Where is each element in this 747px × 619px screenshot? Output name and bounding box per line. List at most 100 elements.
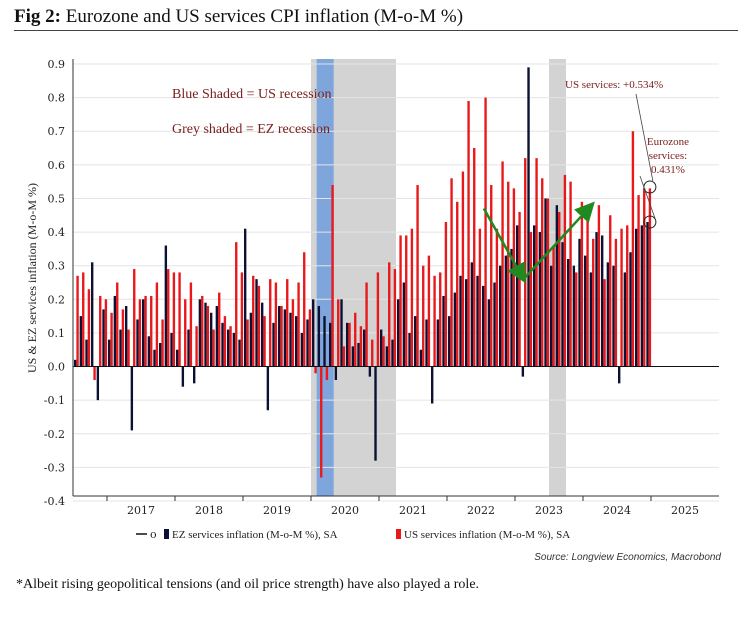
ez-bar bbox=[487, 299, 491, 367]
ez-last-note-line3: 0.431% bbox=[651, 164, 685, 176]
us-bar bbox=[490, 185, 493, 367]
us-bar bbox=[433, 275, 436, 367]
ez-bar bbox=[334, 366, 338, 380]
chart-source: Source: Longview Economics, Macrobond bbox=[534, 552, 721, 563]
us-bar bbox=[337, 299, 340, 367]
ez-bar bbox=[521, 366, 525, 377]
us-bar bbox=[382, 336, 385, 367]
ez-bar bbox=[408, 332, 411, 367]
us-bar bbox=[104, 299, 108, 367]
ez-bar bbox=[572, 265, 576, 367]
us-bar bbox=[603, 279, 606, 367]
ez-last-note-line1: Eurozone bbox=[647, 136, 689, 148]
ez-bar bbox=[317, 306, 321, 367]
us-bar bbox=[167, 269, 170, 367]
us-bar bbox=[308, 309, 312, 367]
us-bar bbox=[240, 272, 244, 367]
us-bar bbox=[331, 185, 334, 367]
ez-bar bbox=[533, 225, 536, 367]
ez-bar bbox=[306, 319, 309, 367]
ez-bar bbox=[453, 292, 457, 367]
us-bar bbox=[631, 131, 635, 367]
trend-arrows bbox=[482, 201, 595, 284]
us-bar bbox=[246, 319, 249, 367]
us-bar bbox=[291, 299, 295, 367]
us-bar bbox=[399, 235, 402, 367]
us-bar bbox=[427, 255, 431, 367]
us-bar bbox=[252, 275, 255, 367]
ez-bar bbox=[555, 205, 559, 367]
us-bar bbox=[76, 275, 79, 367]
ez-bar bbox=[142, 299, 145, 367]
us-bar bbox=[320, 366, 323, 478]
us-bar bbox=[365, 282, 368, 367]
us-bar bbox=[280, 306, 283, 367]
us-bar bbox=[558, 211, 561, 367]
y-tick-label: 0.5 bbox=[48, 192, 66, 205]
chart-text: 0.9 0.8 0.7 0.6 0.5 0.4 0.3 0.2 0.1 0.0 -0.1 -0.2 -0… bbox=[25, 58, 699, 541]
ez-bar bbox=[567, 258, 570, 367]
ez-bar bbox=[493, 282, 496, 367]
us-bar bbox=[473, 148, 476, 367]
us-bar bbox=[495, 228, 499, 367]
ez-bar bbox=[419, 349, 423, 367]
x-tick-label: 2018 bbox=[195, 504, 223, 517]
us-bar bbox=[297, 282, 300, 367]
y-tick-label: 0.2 bbox=[48, 293, 66, 306]
x-tick-label: 2022 bbox=[467, 504, 495, 517]
us-bar bbox=[201, 295, 204, 367]
us-bar bbox=[325, 366, 329, 380]
y-tick-label: -0.1 bbox=[44, 394, 65, 407]
ez-last-leader bbox=[639, 175, 656, 219]
ez-bar bbox=[482, 285, 485, 367]
us-bar bbox=[450, 178, 453, 367]
us-bar bbox=[467, 100, 470, 367]
us-bar bbox=[410, 228, 414, 367]
us-last-note: US services: +0.534% bbox=[565, 79, 663, 91]
us-bar bbox=[575, 272, 578, 367]
us-bar bbox=[444, 221, 448, 367]
ez-bar bbox=[329, 322, 332, 367]
us-bar bbox=[461, 171, 465, 367]
us-bar bbox=[541, 178, 544, 367]
us-bar bbox=[563, 174, 567, 367]
us-bar bbox=[405, 235, 408, 367]
ez-bar bbox=[538, 232, 542, 367]
ez-bar bbox=[595, 232, 598, 367]
us-bar bbox=[529, 232, 533, 367]
ez-bar bbox=[187, 329, 190, 367]
ez-bar bbox=[470, 262, 474, 367]
ez-bar bbox=[91, 262, 94, 367]
us-bar bbox=[478, 228, 482, 367]
y-tick-label: 0.4 bbox=[48, 226, 66, 239]
us-bar bbox=[178, 272, 181, 367]
ez-bar bbox=[312, 299, 315, 367]
ez-bar bbox=[459, 275, 462, 367]
ez-bar bbox=[278, 306, 281, 367]
us-bar bbox=[82, 272, 85, 367]
us-bar bbox=[586, 211, 589, 367]
us-bar bbox=[206, 306, 210, 367]
ez-bar bbox=[351, 346, 355, 367]
ez-bar bbox=[255, 279, 258, 367]
us-bar bbox=[552, 245, 555, 367]
ez-bar bbox=[221, 322, 224, 367]
us-bar bbox=[371, 339, 374, 367]
ez-recession-note: Grey shaded = EZ recession bbox=[172, 122, 330, 137]
ez-bar bbox=[629, 252, 632, 367]
ez-bar bbox=[74, 359, 77, 367]
ez-bar bbox=[436, 319, 440, 367]
us-bar bbox=[87, 289, 91, 367]
us-bar bbox=[456, 201, 459, 367]
trend-arrow bbox=[522, 201, 595, 280]
ez-bar bbox=[476, 275, 479, 367]
legend-ez-swatch bbox=[164, 529, 169, 539]
y-tick-label: 0.1 bbox=[48, 327, 66, 340]
ez-bar bbox=[295, 316, 298, 367]
ez-bar bbox=[266, 366, 270, 411]
us-bar bbox=[150, 295, 153, 367]
ez-bar bbox=[357, 343, 360, 367]
us-bar bbox=[620, 228, 623, 367]
ez-bar bbox=[227, 329, 230, 367]
ez-bar bbox=[193, 366, 196, 384]
